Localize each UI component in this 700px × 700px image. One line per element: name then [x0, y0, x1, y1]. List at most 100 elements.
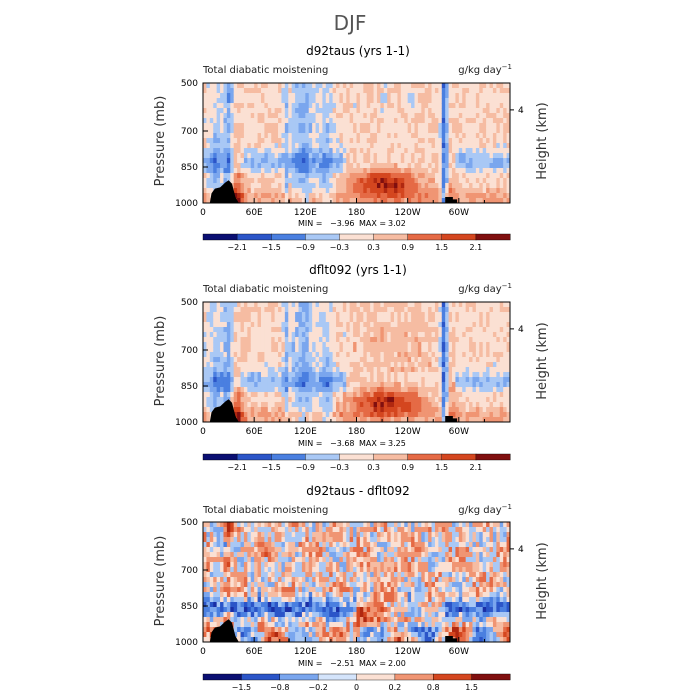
heatmap-cell — [452, 407, 456, 413]
heatmap-cell — [373, 93, 378, 99]
heatmap-cell — [482, 93, 487, 99]
heatmap-cell — [469, 143, 473, 149]
heatmap-cell — [267, 632, 272, 638]
heatmap-cell — [223, 347, 228, 353]
heatmap-cell — [414, 138, 419, 144]
heatmap-cell — [274, 402, 279, 408]
heatmap-cell — [465, 412, 470, 418]
heatmap-cell — [441, 113, 446, 119]
heatmap-cell — [486, 362, 490, 368]
heatmap-cell — [288, 113, 293, 119]
heatmap-cell — [264, 607, 269, 613]
heatmap-cell — [203, 632, 207, 638]
heatmap-cell — [469, 307, 473, 313]
heatmap-cell — [318, 317, 323, 323]
heatmap-cell — [380, 342, 385, 348]
heatmap-cell — [469, 317, 473, 323]
heatmap-cell — [346, 302, 351, 308]
heatmap-cell — [404, 357, 409, 363]
heatmap-cell — [267, 123, 272, 129]
heatmap-cell — [233, 178, 238, 184]
heatmap-cell — [318, 118, 323, 124]
heatmap-cell — [257, 83, 262, 89]
heatmap-cell — [370, 397, 374, 403]
heatmap-cell — [397, 382, 402, 388]
heatmap-cell — [383, 352, 388, 358]
heatmap-cell — [301, 397, 306, 403]
heatmap-cell — [441, 312, 446, 318]
heatmap-cell — [503, 392, 507, 398]
heatmap-cell — [359, 387, 364, 393]
heatmap-cell — [318, 163, 323, 169]
heatmap-cell — [322, 337, 327, 343]
heatmap-cell — [475, 342, 480, 348]
heatmap-cell — [257, 532, 262, 538]
heatmap-cell — [465, 193, 470, 199]
heatmap-cell — [250, 567, 255, 573]
heatmap-cell — [213, 602, 218, 608]
y-tick-label: 500 — [181, 79, 198, 89]
heatmap-cell — [373, 402, 378, 408]
heatmap-cell — [243, 547, 248, 553]
heatmap-cell — [281, 412, 286, 418]
heatmap-cell — [346, 98, 351, 104]
heatmap-cell — [203, 562, 207, 568]
heatmap-cell — [278, 163, 282, 169]
heatmap-cell — [407, 352, 412, 358]
heatmap-cell — [237, 602, 241, 608]
heatmap-cell — [421, 163, 426, 169]
heatmap-cell — [264, 407, 269, 413]
heatmap-cell — [452, 158, 456, 164]
heatmap-cell — [260, 347, 265, 353]
heatmap-cell — [264, 597, 269, 603]
heatmap-cell — [220, 592, 224, 598]
heatmap-cell — [237, 163, 241, 169]
heatmap-cell — [434, 357, 439, 363]
heatmap-cell — [301, 163, 306, 169]
heatmap-cell — [329, 302, 334, 308]
heatmap-cell — [216, 367, 221, 373]
heatmap-cell — [332, 362, 337, 368]
heatmap-cell — [383, 173, 388, 179]
heatmap-cell — [271, 532, 276, 538]
heatmap-cell — [322, 397, 327, 403]
heatmap-cell — [342, 342, 347, 348]
heatmap-cell — [482, 347, 487, 353]
heatmap-cell — [349, 377, 354, 383]
heatmap-cell — [260, 118, 265, 124]
heatmap-cell — [216, 617, 221, 623]
heatmap-cell — [237, 617, 241, 623]
heatmap-cell — [243, 557, 248, 563]
heatmap-cell — [332, 93, 337, 99]
heatmap-cell — [223, 322, 228, 328]
heatmap-cell — [213, 148, 218, 154]
heatmap-cell — [203, 133, 207, 139]
heatmap-cell — [213, 128, 218, 134]
heatmap-cell — [284, 198, 289, 204]
heatmap-cell — [431, 93, 436, 99]
heatmap-cell — [295, 178, 299, 184]
heatmap-cell — [465, 158, 470, 164]
heatmap-cell — [496, 362, 501, 368]
heatmap-cell — [407, 332, 412, 338]
heatmap-cell — [288, 133, 293, 139]
heatmap-cell — [336, 103, 340, 109]
heatmap-cell — [226, 357, 231, 363]
heatmap-cell — [233, 537, 238, 543]
heatmap-cell — [387, 123, 392, 129]
heatmap-cell — [380, 178, 385, 184]
heatmap-cell — [458, 327, 463, 333]
heatmap-cell — [216, 587, 221, 593]
heatmap-cell — [247, 607, 252, 613]
heatmap-cell — [397, 188, 402, 194]
heatmap-cell — [394, 173, 398, 179]
heatmap-cell — [421, 133, 426, 139]
heatmap-cell — [305, 148, 310, 154]
heatmap-cell — [203, 367, 207, 373]
heatmap-cell — [250, 562, 255, 568]
heatmap-cell — [506, 412, 511, 418]
heatmap-cell — [271, 347, 276, 353]
heatmap-cell — [267, 173, 272, 179]
heatmap-cell — [322, 128, 327, 134]
heatmap-cell — [209, 98, 214, 104]
